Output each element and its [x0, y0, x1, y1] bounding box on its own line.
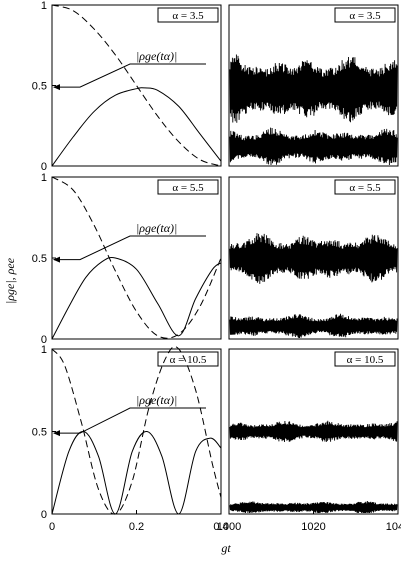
alpha-legend-box — [334, 351, 396, 367]
panel-frame — [51, 348, 222, 515]
annotation-label: |ρge(tα)| — [136, 49, 177, 63]
y-tick-label: 0 — [41, 509, 47, 521]
alpha-legend-box — [157, 7, 219, 23]
panel-right-bottom: 1000 1020 1040 α = 10.5 — [217, 348, 401, 533]
annotation-label: |ρge(tα)| — [136, 393, 177, 407]
alpha-legend-label: α = 3.5 — [172, 10, 204, 22]
coherence-oscillation-band — [229, 54, 398, 123]
alpha-legend-box — [334, 7, 396, 23]
y-tick-label: 1 — [41, 0, 47, 12]
annotation-arrowhead — [53, 84, 60, 91]
y-tick-label: 0.5 — [32, 427, 47, 439]
panel-frame — [228, 4, 399, 167]
panel-left-middle: 0 0.5 1 α = 5.5 |ρge(tα)| — [32, 172, 222, 346]
panel-right-middle: α = 5.5 — [228, 176, 399, 340]
series-rho-ge-line — [51, 430, 222, 515]
y-tick-label: 0.5 — [32, 253, 47, 265]
y-tick-label: 0.5 — [32, 81, 47, 93]
series-rho-ee-line — [51, 346, 222, 515]
series-rho-ee-line — [51, 176, 222, 339]
population-oscillation-band — [229, 127, 398, 166]
y-tick-label: 0 — [41, 334, 47, 346]
x-tick-label: 1040 — [386, 521, 401, 533]
panel-left-bottom: 0 0.5 1 0 0.2 0.4 α = 10.5 |ρge(tα)| — [32, 344, 229, 533]
population-oscillation-band — [229, 500, 398, 514]
annotation-arrowhead — [53, 430, 60, 437]
alpha-legend-label: α = 10.5 — [170, 354, 207, 366]
coherence-oscillation-band — [229, 420, 398, 443]
series-rho-ge-line — [51, 87, 222, 167]
x-tick-label: 1020 — [301, 521, 325, 533]
annotation-arrowhead — [53, 256, 60, 263]
panel-frame — [228, 176, 399, 340]
y-tick-label: 1 — [41, 172, 47, 184]
x-tick-label: 0 — [49, 521, 55, 533]
series-rho-ge-line — [51, 256, 222, 340]
annotation-leader-line — [54, 235, 206, 261]
annotation-leader-line — [54, 407, 206, 434]
coherence-oscillation-band — [229, 233, 398, 284]
x-tick-label: 1000 — [217, 521, 241, 533]
alpha-legend-box — [334, 179, 396, 195]
alpha-legend-label: α = 5.5 — [172, 182, 204, 194]
x-tick-label: 0.2 — [129, 521, 144, 533]
alpha-legend-label: α = 3.5 — [349, 10, 381, 22]
panel-right-top: α = 3.5 — [228, 4, 399, 167]
y-axis-label: |ρge|, ρee — [3, 257, 17, 304]
series-rho-ee-line — [51, 4, 222, 167]
y-tick-label: 0 — [41, 161, 47, 173]
x-tick-label: 0.4 — [213, 521, 228, 533]
y-tick-label: 1 — [41, 344, 47, 356]
panel-left-top: 0 0.5 1 α = 3.5 |ρge(tα)| — [32, 0, 222, 173]
annotation-label: |ρge(tα)| — [136, 221, 177, 235]
population-oscillation-band — [229, 313, 398, 339]
alpha-legend-label: α = 5.5 — [349, 182, 381, 194]
panels-group: 0 0.5 1 α = 3.5 |ρge(tα)| α = 3.5 0 0.5 1 α = 5.5… — [32, 0, 401, 533]
x-axis-label: gt — [221, 541, 231, 555]
alpha-legend-box — [157, 179, 219, 195]
panel-frame — [51, 4, 222, 167]
alpha-legend-label: α = 10.5 — [347, 354, 384, 366]
annotation-leader-line — [54, 63, 206, 88]
